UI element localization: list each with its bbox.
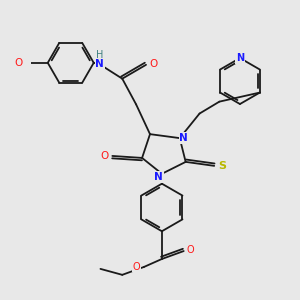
Text: H: H (96, 50, 103, 60)
Text: N: N (154, 172, 163, 182)
Text: O: O (14, 58, 23, 68)
Text: S: S (218, 161, 226, 171)
Text: N: N (95, 59, 104, 69)
Text: O: O (187, 245, 194, 255)
Text: N: N (236, 53, 244, 63)
Text: O: O (133, 262, 140, 272)
Text: O: O (150, 59, 158, 69)
Text: N: N (179, 133, 188, 143)
Text: O: O (100, 151, 108, 161)
